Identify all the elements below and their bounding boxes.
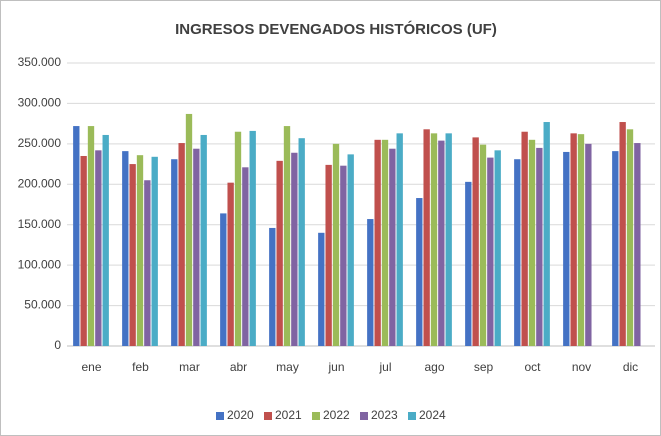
x-tick-label: nov: [572, 360, 591, 374]
bar: [479, 144, 487, 346]
bar: [528, 139, 536, 346]
x-tick-label: oct: [524, 360, 541, 374]
legend-swatch: [216, 412, 224, 420]
bar: [465, 181, 472, 346]
bar: [95, 150, 102, 346]
bar: [220, 213, 227, 346]
legend-label: 2023: [371, 408, 398, 422]
bar: [276, 160, 283, 346]
bar: [543, 122, 550, 346]
bar: [381, 139, 389, 346]
bar: [389, 148, 396, 346]
x-tick-label: ago: [424, 360, 444, 374]
bar: [430, 133, 438, 346]
x-tick-label: may: [276, 360, 299, 374]
bar: [563, 151, 570, 346]
bar: [347, 154, 354, 346]
bar: [269, 227, 276, 346]
x-tick-label: jul: [378, 360, 391, 374]
bar: [396, 133, 403, 346]
bar: [367, 219, 374, 346]
y-tick-label: 100.000: [18, 257, 62, 271]
legend-swatch: [408, 412, 416, 420]
x-tick-label: feb: [132, 360, 149, 374]
bar: [283, 126, 291, 346]
bar: [144, 180, 151, 346]
bar: [612, 151, 619, 346]
x-tick-label: jun: [327, 360, 344, 374]
bar: [73, 126, 80, 346]
legend-swatch: [312, 412, 320, 420]
bar: [472, 137, 479, 346]
bar: [298, 138, 305, 346]
bar: [626, 129, 634, 346]
bar: [242, 167, 249, 346]
x-tick-label: abr: [230, 360, 247, 374]
bar: [634, 143, 641, 346]
bar: [318, 232, 325, 346]
bar: [514, 159, 521, 346]
y-tick-label: 150.000: [18, 217, 62, 231]
x-tick-label: ene: [81, 360, 101, 374]
bar: [178, 143, 185, 346]
bar: [122, 151, 129, 346]
bar: [193, 148, 200, 346]
chart-title: INGRESOS DEVENGADOS HISTÓRICOS (UF): [175, 20, 497, 38]
bar: [340, 165, 347, 346]
bar: [129, 164, 136, 346]
y-tick-label: 0: [54, 338, 61, 352]
x-tick-label: sep: [474, 360, 494, 374]
bar: [416, 198, 423, 346]
bar: [332, 143, 340, 346]
bar: [619, 122, 626, 346]
bar: [87, 126, 95, 346]
y-tick-label: 200.000: [18, 176, 62, 190]
legend-swatch: [264, 412, 272, 420]
bar: [249, 130, 256, 346]
x-tick-label: mar: [179, 360, 200, 374]
bar: [325, 164, 332, 346]
bar: [227, 182, 234, 346]
bar: [585, 143, 592, 346]
bar: [102, 134, 109, 346]
bar: [80, 155, 87, 346]
y-tick-label: 250.000: [18, 136, 62, 150]
bar: [438, 140, 445, 346]
bar: [151, 156, 158, 346]
bar: [577, 134, 585, 346]
bar: [374, 139, 381, 346]
bar: [200, 134, 207, 346]
bar: [136, 155, 144, 346]
bar: [423, 129, 430, 346]
bar: [234, 131, 242, 346]
legend-label: 2024: [419, 408, 446, 422]
bar: [536, 147, 543, 346]
bar: [570, 133, 577, 346]
bar: [291, 152, 298, 346]
bar: [494, 150, 501, 346]
legend-label: 2022: [323, 408, 350, 422]
y-tick-label: 50.000: [24, 298, 61, 312]
x-tick-label: dic: [623, 360, 638, 374]
y-tick-label: 350.000: [18, 55, 62, 69]
legend-label: 2021: [275, 408, 302, 422]
legend-label: 2020: [227, 408, 254, 422]
bar: [487, 157, 494, 346]
y-tick-label: 300.000: [18, 96, 62, 110]
bar: [171, 159, 178, 346]
legend-swatch: [360, 412, 368, 420]
bar: [185, 113, 193, 346]
bar: [445, 133, 452, 346]
bar: [521, 131, 528, 346]
